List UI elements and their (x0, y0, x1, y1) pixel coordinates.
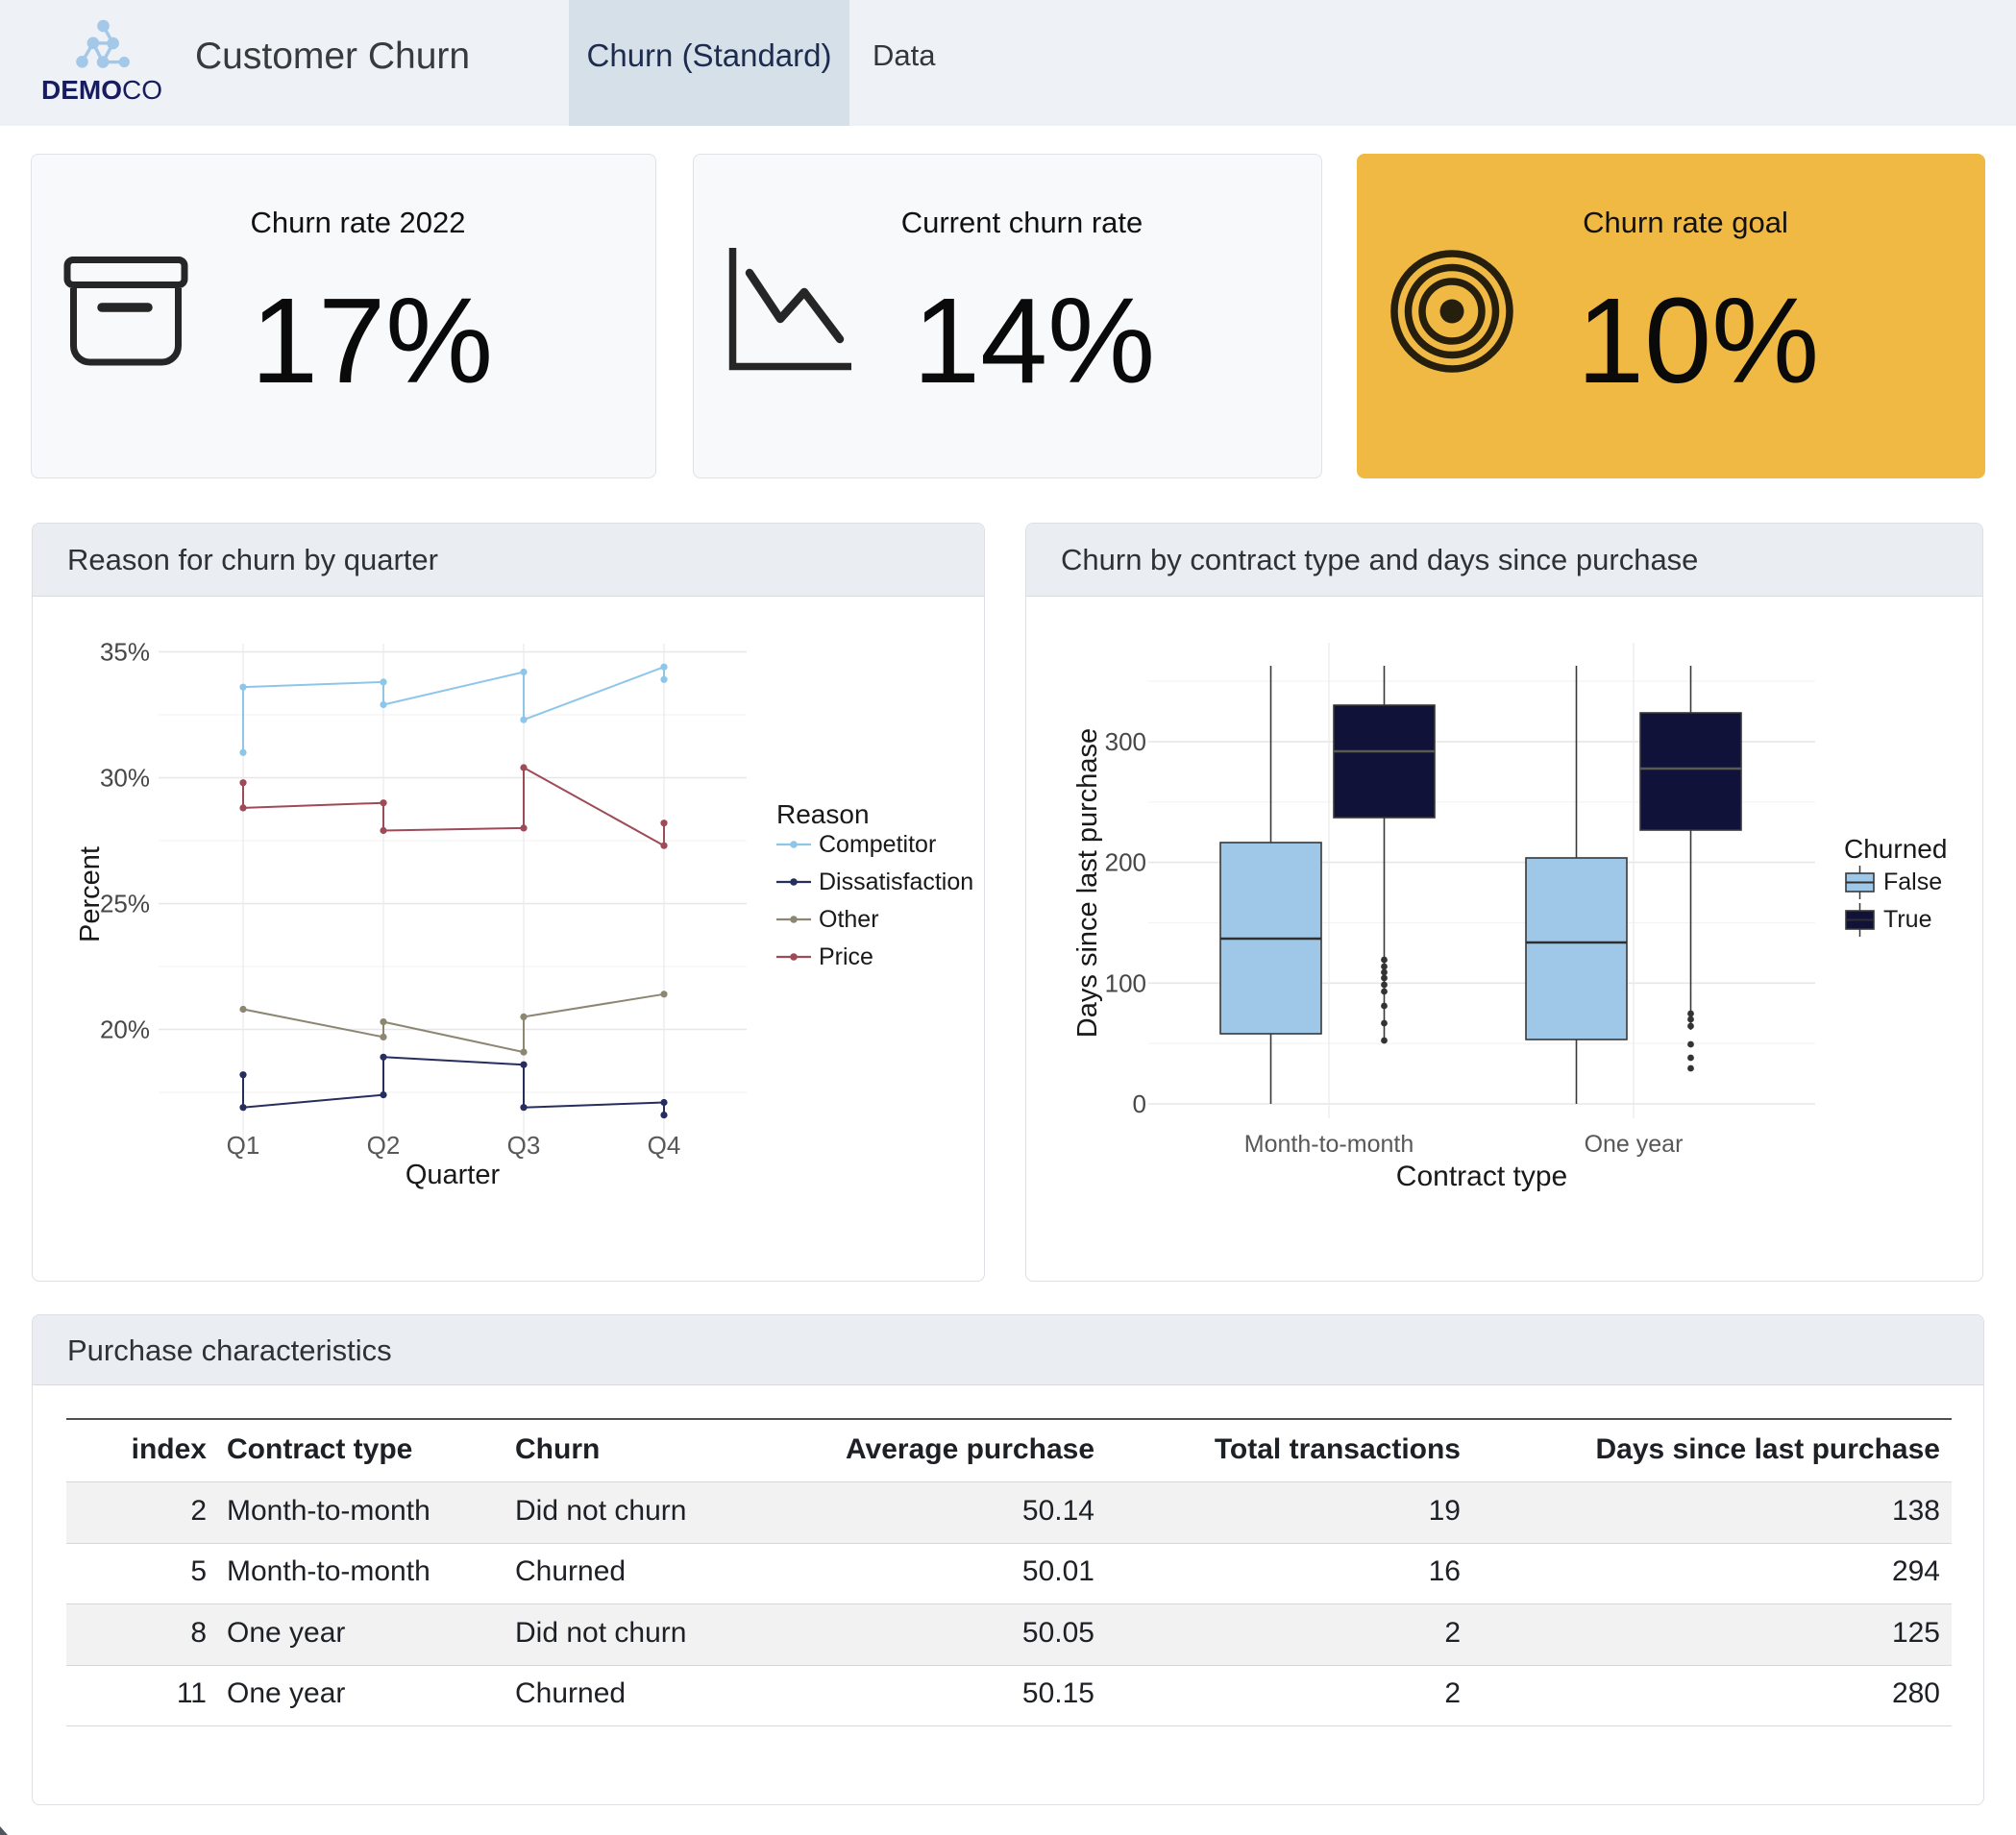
svg-text:Other: Other (819, 906, 879, 933)
svg-text:35%: 35% (100, 638, 150, 667)
svg-text:Month-to-month: Month-to-month (1244, 1131, 1414, 1158)
svg-text:Competitor: Competitor (819, 831, 936, 858)
svg-text:200: 200 (1105, 848, 1146, 877)
svg-text:False: False (1883, 869, 1942, 895)
svg-text:25%: 25% (100, 890, 150, 918)
svg-text:Days since last purchase: Days since last purchase (1072, 728, 1103, 1038)
svg-text:Q4: Q4 (648, 1131, 681, 1160)
svg-text:Churned: Churned (1844, 834, 1947, 864)
svg-text:Q3: Q3 (507, 1131, 541, 1160)
svg-text:300: 300 (1105, 727, 1146, 756)
svg-text:Dissatisfaction: Dissatisfaction (819, 869, 973, 895)
svg-text:One year: One year (1585, 1131, 1684, 1158)
svg-text:20%: 20% (100, 1015, 150, 1044)
svg-text:Contract type: Contract type (1396, 1161, 1567, 1192)
svg-text:Q2: Q2 (367, 1131, 401, 1160)
svg-text:0: 0 (1133, 1089, 1146, 1118)
svg-text:True: True (1883, 906, 1931, 933)
svg-text:30%: 30% (100, 764, 150, 793)
svg-text:Quarter: Quarter (406, 1160, 501, 1190)
svg-text:Price: Price (819, 943, 873, 970)
svg-text:Percent: Percent (75, 846, 106, 942)
svg-text:Reason: Reason (776, 799, 870, 829)
svg-text:Q1: Q1 (227, 1131, 260, 1160)
svg-text:100: 100 (1105, 968, 1146, 997)
